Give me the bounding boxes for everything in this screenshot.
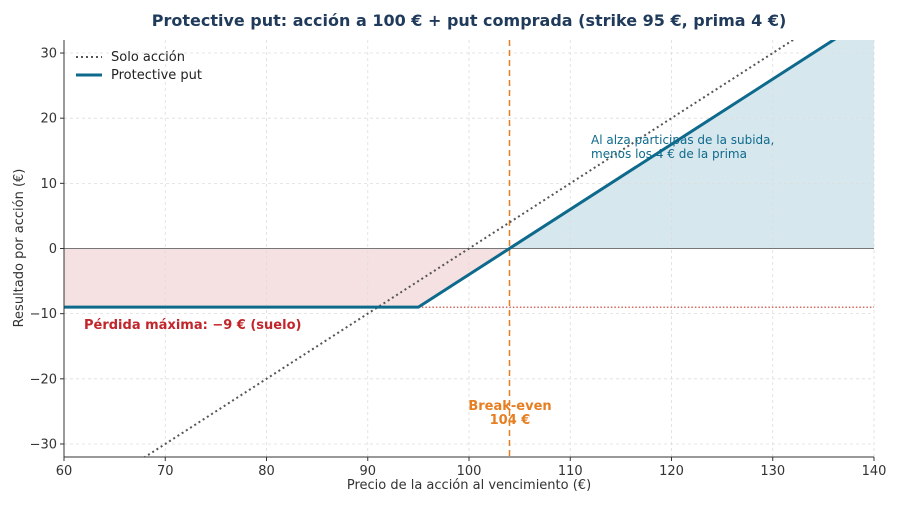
- upside-annotation-line2: menos los 4 € de la prima: [591, 147, 747, 161]
- y-tick-label: −20: [30, 372, 57, 387]
- y-tick-label: 10: [40, 177, 57, 192]
- y-tick-label: −10: [30, 307, 57, 322]
- x-tick-label: 130: [760, 464, 785, 479]
- x-tick-label: 60: [56, 464, 73, 479]
- legend-label-solo-accion: Solo acción: [111, 50, 185, 65]
- x-tick-label: 80: [258, 464, 275, 479]
- legend: Solo acción Protective put: [76, 50, 202, 83]
- y-tick-label: 0: [49, 242, 57, 257]
- max-loss-annotation: Pérdida máxima: −9 € (suelo): [84, 318, 301, 333]
- x-tick-label: 90: [359, 464, 376, 479]
- chart-title: Protective put: acción a 100 € + put com…: [152, 11, 787, 30]
- x-axis-label: Precio de la acción al vencimiento (€): [347, 478, 591, 493]
- y-tick-label: 30: [40, 47, 57, 62]
- break-even-value-annotation: 104 €: [490, 413, 531, 428]
- x-tick-label: 100: [457, 464, 482, 479]
- series-line-protective-put: [64, 40, 837, 309]
- x-tick-label: 120: [659, 464, 684, 479]
- y-axis-label: Resultado por acción (€): [12, 169, 27, 328]
- loss-region: [64, 248, 510, 308]
- break-even-annotation: Break-even: [468, 399, 551, 414]
- legend-label-protective-put: Protective put: [111, 68, 202, 83]
- x-tick-label: 140: [862, 464, 887, 479]
- x-tick-label: 110: [558, 464, 583, 479]
- series-line-solo-accion: [143, 40, 795, 457]
- upside-annotation: Al alza participas de la subida,: [591, 133, 774, 147]
- y-tick-label: −30: [30, 437, 57, 452]
- gain-region: [509, 40, 874, 249]
- x-tick-label: 70: [157, 464, 174, 479]
- y-tick-label: 20: [40, 112, 57, 127]
